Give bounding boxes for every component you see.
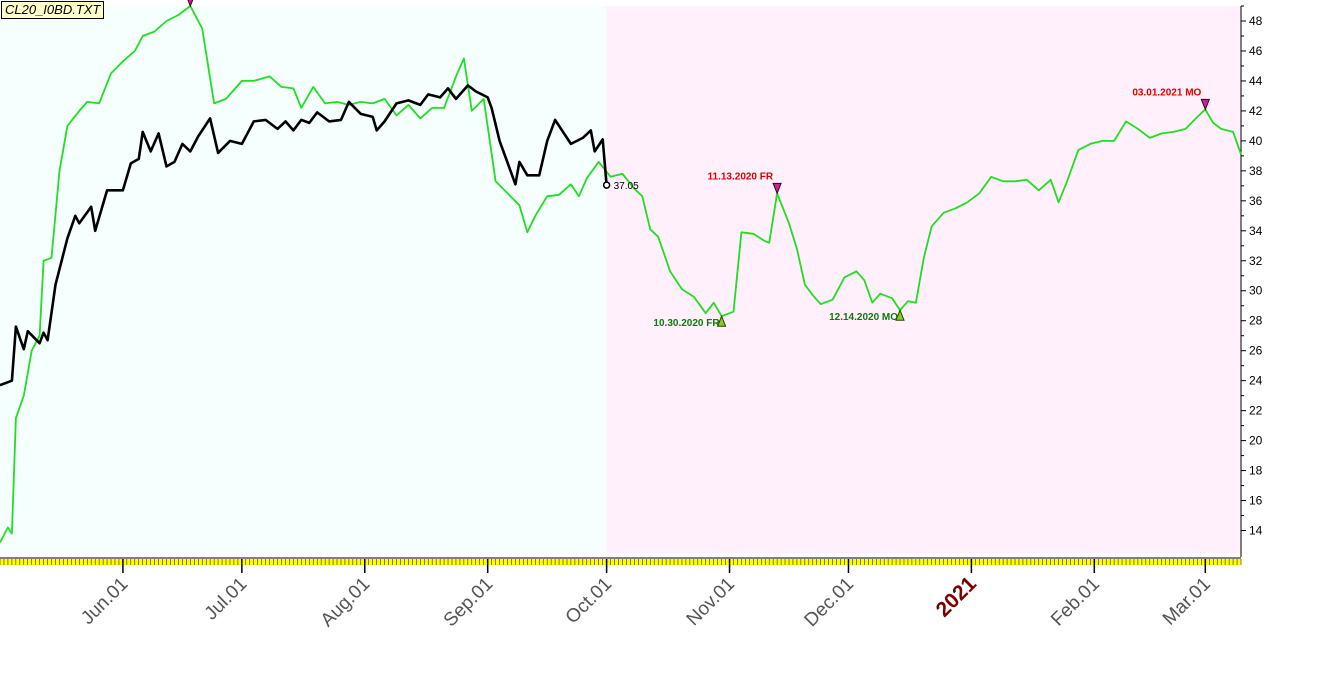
x-tick-label: 2021 bbox=[932, 572, 982, 622]
last-value-marker bbox=[602, 181, 611, 189]
history-background bbox=[0, 6, 607, 553]
y-tick-label: 46 bbox=[1249, 44, 1263, 58]
actual-series-line bbox=[0, 84, 608, 387]
trough-label: 10.30.2020 FR bbox=[653, 318, 720, 329]
x-tick-label: Aug.01 bbox=[317, 574, 374, 631]
trough-marker-icon bbox=[716, 314, 727, 327]
x-tick-label: Mar.01 bbox=[1159, 574, 1215, 630]
x-tick-label: Dec.01 bbox=[801, 574, 858, 631]
plot-lines bbox=[0, 5, 1242, 543]
y-tick-label: 30 bbox=[1249, 284, 1263, 298]
y-tick-label: 34 bbox=[1249, 224, 1263, 238]
y-tick-label: 26 bbox=[1249, 344, 1263, 358]
peak-marker-icon bbox=[772, 182, 782, 195]
y-tick-label: 22 bbox=[1249, 404, 1263, 418]
chart-title: CL20_I0BD.TXT bbox=[1, 1, 105, 19]
trough-marker-icon bbox=[895, 308, 905, 321]
y-tick-label: 16 bbox=[1249, 494, 1263, 508]
forecast-background bbox=[606, 6, 1241, 553]
x-axis-strip bbox=[0, 559, 1241, 565]
peak-label: 03.01.2021 MO bbox=[1132, 87, 1201, 98]
forecast-series-line bbox=[0, 5, 1242, 543]
x-tick-label: Sep.01 bbox=[440, 574, 497, 631]
y-tick-label: 44 bbox=[1249, 74, 1263, 88]
y-tick-label: 38 bbox=[1249, 164, 1263, 178]
x-axis: Jun.01 Jul.01 Aug.01 Sep.01 Oct.01 Nov.01 Dec.… bbox=[0, 557, 1242, 631]
y-tick-label: 20 bbox=[1249, 434, 1263, 448]
peak-marker-icon bbox=[187, 0, 194, 8]
y-tick-label: 42 bbox=[1249, 104, 1263, 118]
trough-label: 12.14.2020 MO bbox=[829, 312, 898, 323]
x-tick-label: Jun.01 bbox=[77, 574, 132, 629]
x-tick-label: Feb.01 bbox=[1047, 574, 1104, 631]
peak-label: 11.13.2020 FR bbox=[708, 171, 774, 182]
x-tick-label: Nov.01 bbox=[683, 574, 739, 630]
y-tick-label: 40 bbox=[1249, 134, 1263, 148]
x-tick-label: Jul.01 bbox=[201, 574, 252, 625]
x-tick-label: Oct.01 bbox=[562, 574, 616, 628]
y-tick-label: 18 bbox=[1249, 464, 1263, 478]
y-tick-label: 24 bbox=[1249, 374, 1263, 388]
last-value-label: 37.05 bbox=[614, 181, 639, 192]
y-tick-label: 14 bbox=[1249, 524, 1263, 538]
y-tick-label: 28 bbox=[1249, 314, 1263, 328]
y-tick-label: 48 bbox=[1249, 14, 1263, 28]
y-axis: 14 16 18 20 22 24 26 28 30 32 34 36 38 40 42 44 46 48 bbox=[1240, 5, 1263, 557]
y-tick-label: 32 bbox=[1249, 254, 1263, 268]
peak-marker-icon bbox=[1200, 98, 1211, 111]
y-tick-label: 36 bbox=[1249, 194, 1263, 208]
